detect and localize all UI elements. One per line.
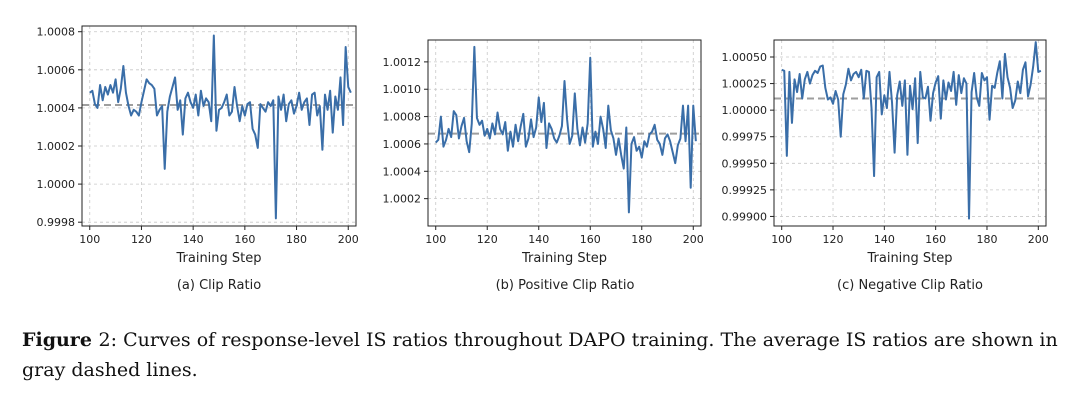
x-axis-label: Training Step: [521, 251, 607, 266]
chart-clip-ratio: 100 120 140 160 180 200 0.9998 1.0000 1.0002 1.00…: [37, 25, 359, 266]
x-tick-label: 140: [528, 233, 549, 246]
y-tick-label: 1.0008: [383, 111, 422, 124]
plot-frame: [427, 39, 702, 227]
figure-caption: Figure 2: Curves of response-level IS ra…: [22, 325, 1062, 385]
plot-frame: [81, 25, 357, 227]
series-line: [435, 45, 697, 214]
y-tick-label: 1.0006: [383, 138, 422, 151]
x-tick-label: 140: [874, 233, 895, 246]
y-tick-label: 1.0002: [37, 140, 76, 153]
figure-caption-label: Figure 2: [22, 329, 111, 351]
y-tick-label: 1.0000: [37, 178, 76, 191]
x-tick-label: 200: [683, 233, 704, 246]
x-tick-label: 120: [477, 233, 498, 246]
x-tick-label: 120: [823, 233, 844, 246]
y-tick-label: 1.0010: [383, 83, 422, 96]
chart-negative-clip-ratio: 100 120 140 160 180 200 0.99900 0.99925 0.99950 0…: [722, 39, 1049, 266]
y-tick-label: 0.9998: [37, 216, 76, 229]
x-tick-label: 180: [631, 233, 652, 246]
x-tick-label: 160: [234, 233, 255, 246]
subcaption-positive-clip-ratio: (b) Positive Clip Ratio: [495, 278, 635, 293]
x-tick-label: 120: [131, 233, 152, 246]
x-tick-label: 160: [580, 233, 601, 246]
x-tick-label: 180: [286, 233, 307, 246]
y-tick-label: 1.00050: [722, 51, 768, 64]
x-tick-label: 200: [338, 233, 359, 246]
x-tick-label: 100: [425, 233, 446, 246]
y-tick-label: 1.00000: [722, 104, 768, 117]
y-tick-label: 1.00025: [722, 78, 768, 91]
x-tick-label: 140: [183, 233, 204, 246]
plot-frame: [773, 39, 1047, 227]
series-line: [89, 34, 352, 220]
figure-caption-text: : Curves of response-level IS ratios thr…: [22, 329, 1058, 381]
y-tick-label: 0.99975: [722, 131, 768, 144]
x-tick-label: 180: [976, 233, 997, 246]
chart-positive-clip-ratio: 100 120 140 160 180 200 1.0002 1.0004 1.0006 1.00…: [383, 39, 704, 266]
x-tick-label: 200: [1028, 233, 1049, 246]
y-tick-label: 1.0006: [37, 64, 76, 77]
y-tick-label: 1.0004: [37, 102, 76, 115]
x-tick-label: 160: [925, 233, 946, 246]
x-axis-label: Training Step: [175, 251, 261, 266]
y-tick-label: 0.99900: [722, 210, 768, 223]
y-tick-label: 1.0008: [37, 26, 76, 39]
x-tick-label: 100: [771, 233, 792, 246]
x-axis-label: Training Step: [866, 251, 952, 266]
y-tick-label: 0.99925: [722, 184, 768, 197]
subcaption-clip-ratio: (a) Clip Ratio: [176, 278, 262, 293]
y-tick-label: 0.99950: [722, 157, 768, 170]
subcaption-negative-clip-ratio: (c) Negative Clip Ratio: [837, 278, 983, 293]
y-tick-label: 1.0002: [383, 193, 422, 206]
series-line: [781, 41, 1042, 220]
y-tick-label: 1.0012: [383, 56, 422, 69]
y-tick-label: 1.0004: [383, 165, 422, 178]
x-tick-label: 100: [79, 233, 100, 246]
